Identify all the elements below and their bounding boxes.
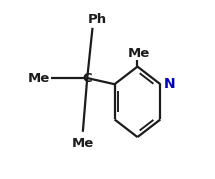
Text: N: N: [164, 77, 175, 91]
Text: Ph: Ph: [87, 13, 106, 26]
Text: Me: Me: [72, 137, 94, 150]
Text: Me: Me: [128, 47, 150, 60]
Text: C: C: [82, 72, 92, 84]
Text: Me: Me: [28, 72, 50, 84]
